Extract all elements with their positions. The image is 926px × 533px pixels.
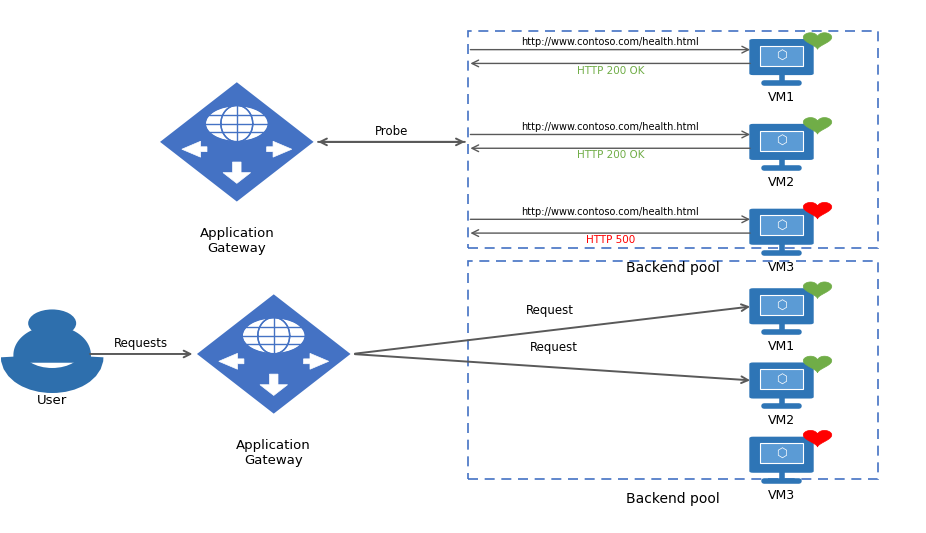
Text: Application
Gateway: Application Gateway [199,227,274,255]
Circle shape [205,106,269,142]
Text: HTTP 200 OK: HTTP 200 OK [577,150,644,160]
FancyBboxPatch shape [748,38,815,76]
FancyBboxPatch shape [760,131,803,151]
Polygon shape [304,353,329,369]
Text: Request: Request [526,304,574,317]
Text: ⬡: ⬡ [776,49,787,62]
Text: VM3: VM3 [768,261,795,273]
FancyBboxPatch shape [748,361,815,400]
Text: VM3: VM3 [768,489,795,502]
Text: VM2: VM2 [768,176,795,189]
Text: VM1: VM1 [768,91,795,104]
Polygon shape [13,326,91,363]
FancyBboxPatch shape [760,46,803,66]
Text: ⬡: ⬡ [776,447,787,460]
Polygon shape [803,282,832,298]
Text: http://www.contoso.com/health.html: http://www.contoso.com/health.html [521,37,699,47]
FancyBboxPatch shape [748,287,815,325]
Polygon shape [181,141,207,157]
Text: http://www.contoso.com/health.html: http://www.contoso.com/health.html [521,122,699,132]
Polygon shape [267,141,292,157]
Text: Request: Request [531,341,578,354]
Bar [468,30,879,248]
Text: HTTP 500: HTTP 500 [585,235,635,245]
Bar [468,261,879,479]
FancyBboxPatch shape [748,123,815,161]
Polygon shape [195,293,352,415]
Circle shape [242,317,306,354]
Text: ⬡: ⬡ [776,134,787,147]
Polygon shape [223,162,251,183]
Circle shape [205,106,269,142]
Circle shape [242,317,306,354]
Text: ⬡: ⬡ [776,219,787,232]
Text: VM2: VM2 [768,415,795,427]
Polygon shape [219,353,244,369]
Polygon shape [803,33,832,49]
FancyBboxPatch shape [760,295,803,315]
Text: ⬡: ⬡ [776,373,787,386]
Polygon shape [803,203,832,219]
FancyBboxPatch shape [760,369,803,389]
FancyBboxPatch shape [760,215,803,236]
Polygon shape [803,118,832,134]
Circle shape [28,310,76,337]
FancyBboxPatch shape [748,435,815,474]
Text: VM1: VM1 [768,340,795,353]
Polygon shape [803,431,832,447]
Polygon shape [260,374,288,395]
Text: Backend pool: Backend pool [626,492,720,506]
Text: Backend pool: Backend pool [626,261,720,275]
Text: Probe: Probe [375,125,408,138]
Text: Application
Gateway: Application Gateway [236,439,311,467]
Polygon shape [158,81,315,203]
Text: ⬡: ⬡ [776,298,787,311]
Text: Requests: Requests [114,337,169,350]
Polygon shape [803,356,832,373]
Text: http://www.contoso.com/health.html: http://www.contoso.com/health.html [521,207,699,216]
Text: HTTP 200 OK: HTTP 200 OK [577,66,644,76]
FancyBboxPatch shape [760,443,803,464]
FancyBboxPatch shape [748,208,815,246]
Text: User: User [37,394,68,407]
